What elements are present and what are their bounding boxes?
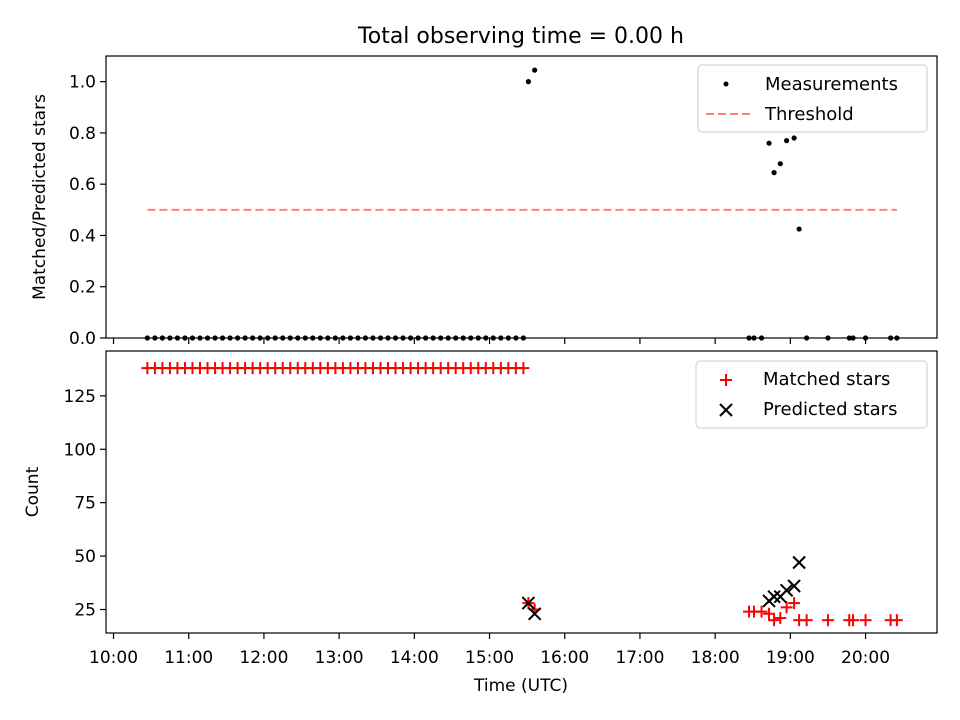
bottom-legend-box [695, 360, 928, 429]
predicted-star-point [792, 555, 806, 570]
top-legend-box [697, 64, 928, 133]
bottom-xlabel: Time (UTC) [473, 676, 568, 696]
y-tick-label: 25 [74, 601, 96, 621]
top-y-ticks: 0.0 0.2 0.4 0.6 0.8 1.0 [69, 73, 106, 349]
x-tick-label: 11:00 [164, 648, 213, 668]
x-tick-label: 12:00 [239, 648, 288, 668]
predicted-star-point [521, 596, 536, 610]
measurement-point [766, 140, 772, 146]
measurement-point [777, 161, 783, 167]
predicted-star-point [779, 583, 794, 597]
matched-star-point [774, 612, 787, 625]
y-tick-label: 0.6 [69, 175, 96, 195]
legend-measurements-label: Measurements [765, 74, 898, 95]
y-tick-label: 0.0 [69, 329, 96, 349]
x-tick-label: 18:00 [691, 648, 740, 668]
measurement-point [532, 67, 538, 73]
x-tick-label: 15:00 [465, 648, 514, 668]
legend-matched-label: Matched stars [763, 369, 890, 390]
matched-star-point [890, 614, 903, 627]
matched-star-point [517, 362, 530, 375]
bottom-panel: Count Time (UTC) 25 50 75 100 125 10:00 11:00… [23, 350, 938, 696]
legend-threshold-label: Threshold [764, 104, 854, 125]
x-tick-label: 10:00 [89, 648, 138, 668]
matched-star-point [788, 597, 801, 610]
bottom-ylabel: Count [23, 466, 43, 517]
x-tick-label: 19:00 [766, 648, 815, 668]
top-title: Total observing time = 0.00 h [357, 24, 684, 49]
x-tick-label: 13:00 [315, 648, 364, 668]
top-x-ticks [112, 338, 867, 344]
legend-matched-plus-icon [720, 374, 732, 386]
measurement-point [783, 138, 790, 144]
predicted-star-point [527, 607, 542, 621]
matched-star-point [847, 614, 860, 627]
y-tick-label: 1.0 [69, 73, 96, 93]
y-tick-label: 75 [74, 494, 96, 514]
top-axes-frame [105, 55, 938, 339]
matched-star-point [800, 614, 813, 627]
y-tick-label: 0.4 [69, 226, 96, 246]
y-tick-label: 50 [74, 547, 96, 567]
matched-star-point [821, 614, 834, 627]
matched-star-point [780, 601, 793, 614]
matched-star-point [755, 605, 768, 618]
bottom-legend: Matched stars Predicted stars [695, 360, 928, 429]
legend-measurements-dot-icon [723, 81, 729, 87]
x-tick-label: 17:00 [615, 648, 664, 668]
top-ylabel: Matched/Predicted stars [30, 94, 50, 300]
bottom-axes-frame [105, 350, 938, 634]
measurement-point [791, 135, 797, 141]
legend-predicted-x-icon [719, 403, 733, 417]
x-tick-label: 20:00 [841, 648, 890, 668]
matched-star-point [763, 607, 776, 620]
legend-predicted-label: Predicted stars [763, 399, 897, 420]
bottom-x-ticks: 10:00 11:00 12:00 13:00 14:00 15:00 16:00 17:00… [89, 633, 890, 668]
top-legend: Measurements Threshold [697, 64, 928, 133]
bottom-y-ticks: 25 50 75 100 125 [64, 387, 106, 621]
matched-star-point [768, 614, 781, 627]
bottom-plot-marks [141, 362, 903, 627]
top-panel: Total observing time = 0.00 h Matched/Pr… [30, 24, 938, 349]
x-tick-label: 14:00 [390, 648, 439, 668]
y-tick-label: 0.8 [69, 124, 96, 144]
x-tick-label: 16:00 [540, 648, 589, 668]
predicted-star-point [767, 589, 781, 604]
matched-star-point [859, 614, 872, 627]
predicted-star-point [787, 579, 801, 593]
measurement-point [796, 226, 802, 232]
y-tick-label: 125 [64, 387, 96, 407]
measurement-point [771, 170, 777, 176]
y-tick-label: 0.2 [69, 278, 96, 298]
measurement-point [525, 79, 531, 85]
y-tick-label: 100 [64, 440, 96, 460]
